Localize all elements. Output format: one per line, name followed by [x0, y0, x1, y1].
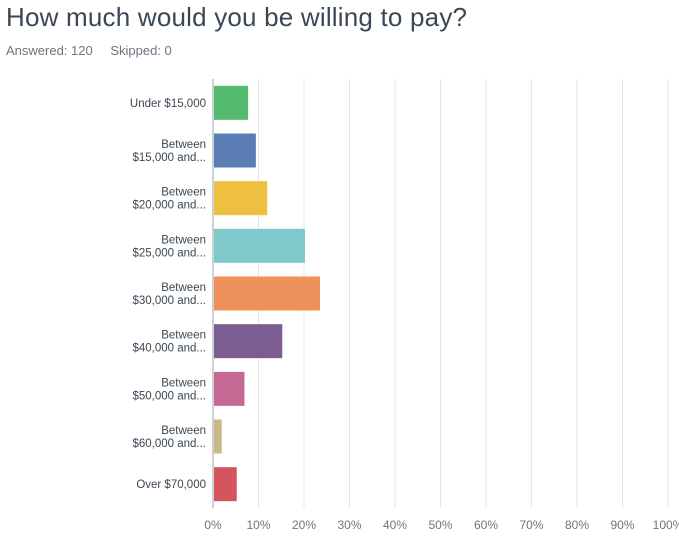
- category-label: $15,000 and...: [132, 152, 206, 164]
- category-label: Between: [161, 377, 206, 389]
- category-label: Between: [161, 425, 206, 437]
- x-tick-label: 70%: [519, 518, 543, 532]
- x-tick-label: 50%: [428, 518, 452, 532]
- category-label: $40,000 and...: [132, 343, 206, 355]
- bar: [214, 181, 268, 216]
- x-tick-label: 10%: [246, 518, 270, 532]
- response-stats: Answered: 120 Skipped: 0: [6, 43, 186, 58]
- bar: [214, 419, 222, 454]
- bar: [214, 133, 256, 168]
- category-label: Between: [161, 282, 206, 294]
- category-label: $20,000 and...: [132, 200, 206, 212]
- x-tick-label: 80%: [565, 518, 589, 532]
- x-tick-label: 60%: [474, 518, 498, 532]
- category-label: Between: [161, 187, 206, 199]
- x-tick-label: 90%: [610, 518, 634, 532]
- category-label: Under $15,000: [130, 98, 206, 110]
- page-title: How much would you be willing to pay?: [6, 2, 468, 32]
- x-tick-label: 20%: [292, 518, 316, 532]
- category-label: $50,000 and...: [132, 390, 206, 402]
- x-tick-label: 100%: [653, 518, 679, 532]
- bar: [214, 467, 237, 502]
- bar: [214, 324, 283, 359]
- answered-count: Answered: 120: [6, 43, 93, 58]
- x-tick-label: 40%: [383, 518, 407, 532]
- bar: [214, 371, 245, 406]
- bar: [214, 85, 249, 120]
- category-label: Between: [161, 330, 206, 342]
- category-label: $25,000 and...: [132, 247, 206, 259]
- category-label: Between: [161, 234, 206, 246]
- x-tick-label: 30%: [337, 518, 361, 532]
- category-label: Between: [161, 139, 206, 151]
- skipped-count: Skipped: 0: [110, 43, 172, 58]
- category-label: $60,000 and...: [132, 438, 206, 450]
- category-label: Over $70,000: [136, 479, 206, 491]
- bar: [214, 276, 321, 311]
- x-tick-label: 0%: [204, 518, 222, 532]
- category-label: $30,000 and...: [132, 295, 206, 307]
- bar: [214, 228, 305, 263]
